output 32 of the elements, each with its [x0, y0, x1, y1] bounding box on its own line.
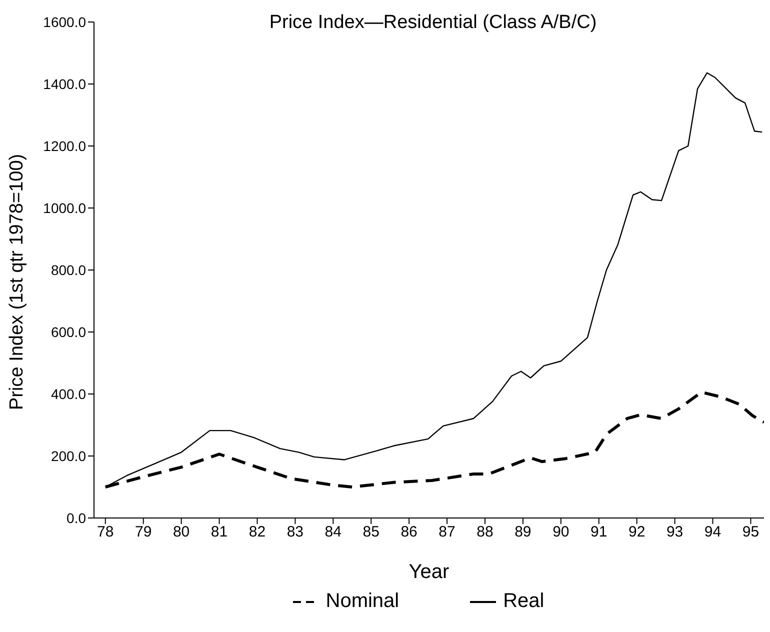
- legend-label: Nominal: [326, 590, 400, 613]
- y-tick-label: 800.0: [50, 262, 86, 278]
- y-tick-label: 0.0: [66, 510, 86, 526]
- x-tick-label: 80: [172, 524, 190, 541]
- x-tick-label: 89: [514, 524, 532, 541]
- y-axis-title: Price Index (1st qtr 1978=100): [6, 154, 28, 410]
- chart-title: Price Index—Residential (Class A/B/C): [268, 12, 598, 34]
- x-tick-label: 78: [97, 524, 114, 541]
- y-tick-label: 1000.0: [43, 200, 86, 216]
- x-tick-label: 86: [400, 524, 418, 541]
- x-tick-label: 90: [552, 524, 570, 541]
- y-tick-label: 1200.0: [43, 138, 86, 154]
- x-tick-label: 85: [362, 524, 380, 541]
- y-tick-label: 600.0: [50, 324, 86, 340]
- x-tick-label: 93: [666, 524, 684, 541]
- x-tick-label: 81: [210, 524, 228, 541]
- x-tick-label: 83: [286, 524, 304, 541]
- x-axis-title: Year: [408, 561, 450, 583]
- x-tick-label: 95: [742, 524, 760, 541]
- y-tick-label: 1600.0: [43, 14, 86, 30]
- x-tick-label: 79: [135, 524, 152, 541]
- y-tick-label: 1400.0: [43, 76, 86, 92]
- x-tick-label: 94: [704, 524, 722, 541]
- x-tick-label: 88: [476, 524, 494, 541]
- x-tick-label: 82: [248, 524, 266, 541]
- x-tick-label: 91: [590, 524, 608, 541]
- x-tick-label: 84: [324, 524, 342, 541]
- x-tick-label: 92: [628, 524, 646, 541]
- y-tick-label: 400.0: [50, 386, 86, 402]
- x-tick-label: 87: [438, 524, 456, 541]
- legend-label: Real: [503, 590, 544, 613]
- y-tick-label: 200.0: [50, 448, 86, 464]
